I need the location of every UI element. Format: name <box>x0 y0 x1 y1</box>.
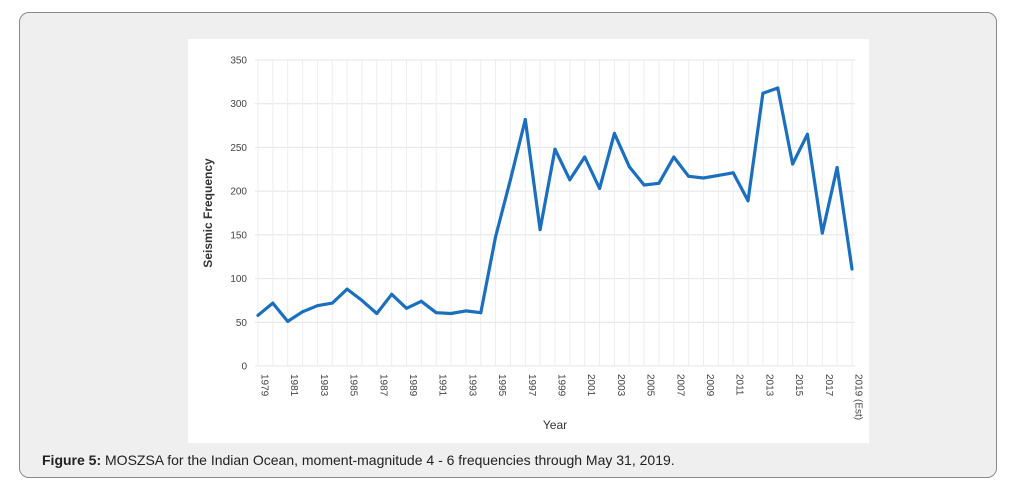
data-point <box>405 306 408 310</box>
x-tick-label: 2003 <box>615 374 626 397</box>
data-point <box>538 228 542 232</box>
data-point <box>464 309 468 313</box>
caption-label: Figure 5: <box>42 452 102 468</box>
data-point <box>568 178 572 182</box>
data-point <box>776 86 780 90</box>
data-point <box>419 299 423 303</box>
chart-panel: 0 50 100 150 200 250 300 350 1979 1981 1983 1985 198… <box>188 39 869 443</box>
y-tick-label: 100 <box>230 274 247 285</box>
data-point <box>820 231 824 235</box>
data-point <box>360 298 364 302</box>
data-point <box>390 292 394 296</box>
data-point <box>583 155 587 159</box>
data-point <box>850 267 854 271</box>
data-point <box>657 181 661 185</box>
x-tick-label: 2019 (Est) <box>853 374 864 420</box>
caption-text: MOSZSA for the Indian Ocean, moment-magn… <box>101 452 675 468</box>
figure-frame: 0 50 100 150 200 250 300 350 1979 1981 1983 1985 198… <box>19 12 997 478</box>
x-tick-label: 2013 <box>763 374 774 397</box>
data-point <box>612 131 616 135</box>
data-point <box>672 155 676 159</box>
x-tick-label: 1981 <box>288 374 299 397</box>
data-point <box>746 199 750 203</box>
data-point <box>702 176 705 180</box>
x-tick-label: 2009 <box>704 374 715 397</box>
x-tick-label: 2017 <box>823 374 834 397</box>
y-tick-label: 250 <box>230 143 247 154</box>
data-point <box>256 313 260 317</box>
x-tick-label: 1999 <box>556 374 567 397</box>
x-tick-label: 2011 <box>734 374 745 396</box>
data-point <box>687 174 691 178</box>
x-tick-label: 1995 <box>496 374 507 397</box>
y-tick-label: 50 <box>236 318 248 329</box>
y-axis-title: Seismic Frequency <box>201 158 215 268</box>
data-point <box>835 166 839 169</box>
data-point <box>642 183 646 187</box>
x-tick-label: 1983 <box>318 374 329 397</box>
data-point <box>598 187 602 190</box>
x-tick-label: 2007 <box>674 374 685 397</box>
data-point <box>330 301 334 305</box>
x-tick-label: 1991 <box>437 374 448 397</box>
data-point <box>301 310 304 314</box>
data-point <box>479 311 483 315</box>
data-point <box>731 171 735 175</box>
x-tick-label: 1993 <box>466 374 477 397</box>
y-tick-label: 200 <box>230 187 247 198</box>
y-tick-label: 150 <box>230 230 247 241</box>
x-tick-label: 2001 <box>585 374 596 397</box>
x-tick-label: 1987 <box>377 374 388 397</box>
x-tick-label: 1997 <box>526 374 537 397</box>
data-point <box>805 132 809 136</box>
y-tick-label: 300 <box>230 99 247 110</box>
data-point <box>345 287 349 291</box>
data-point <box>761 91 765 95</box>
line-chart: 0 50 100 150 200 250 300 350 1979 1981 1983 1985 198… <box>201 56 864 433</box>
y-tick-label: 0 <box>241 362 247 373</box>
data-point <box>627 165 631 169</box>
data-point <box>434 311 438 315</box>
data-point <box>375 312 379 315</box>
figure-caption: Figure 5: MOSZSA for the Indian Ocean, m… <box>42 452 675 468</box>
data-point <box>271 301 275 305</box>
x-tick-label: 2005 <box>645 374 656 397</box>
data-point <box>508 178 512 182</box>
data-point <box>315 304 319 308</box>
data-point <box>494 235 498 239</box>
data-point <box>791 162 795 166</box>
x-tick-label: 2015 <box>793 374 804 397</box>
x-tick-label: 1979 <box>259 374 270 397</box>
x-tick-label: 1989 <box>407 374 418 397</box>
data-point <box>449 312 453 315</box>
data-point <box>286 319 290 323</box>
y-tick-label: 350 <box>230 56 247 67</box>
data-point <box>523 118 527 121</box>
x-axis-title: Year <box>543 418 567 432</box>
data-point <box>716 173 720 177</box>
data-point <box>553 147 557 151</box>
x-tick-label: 1985 <box>348 374 359 397</box>
